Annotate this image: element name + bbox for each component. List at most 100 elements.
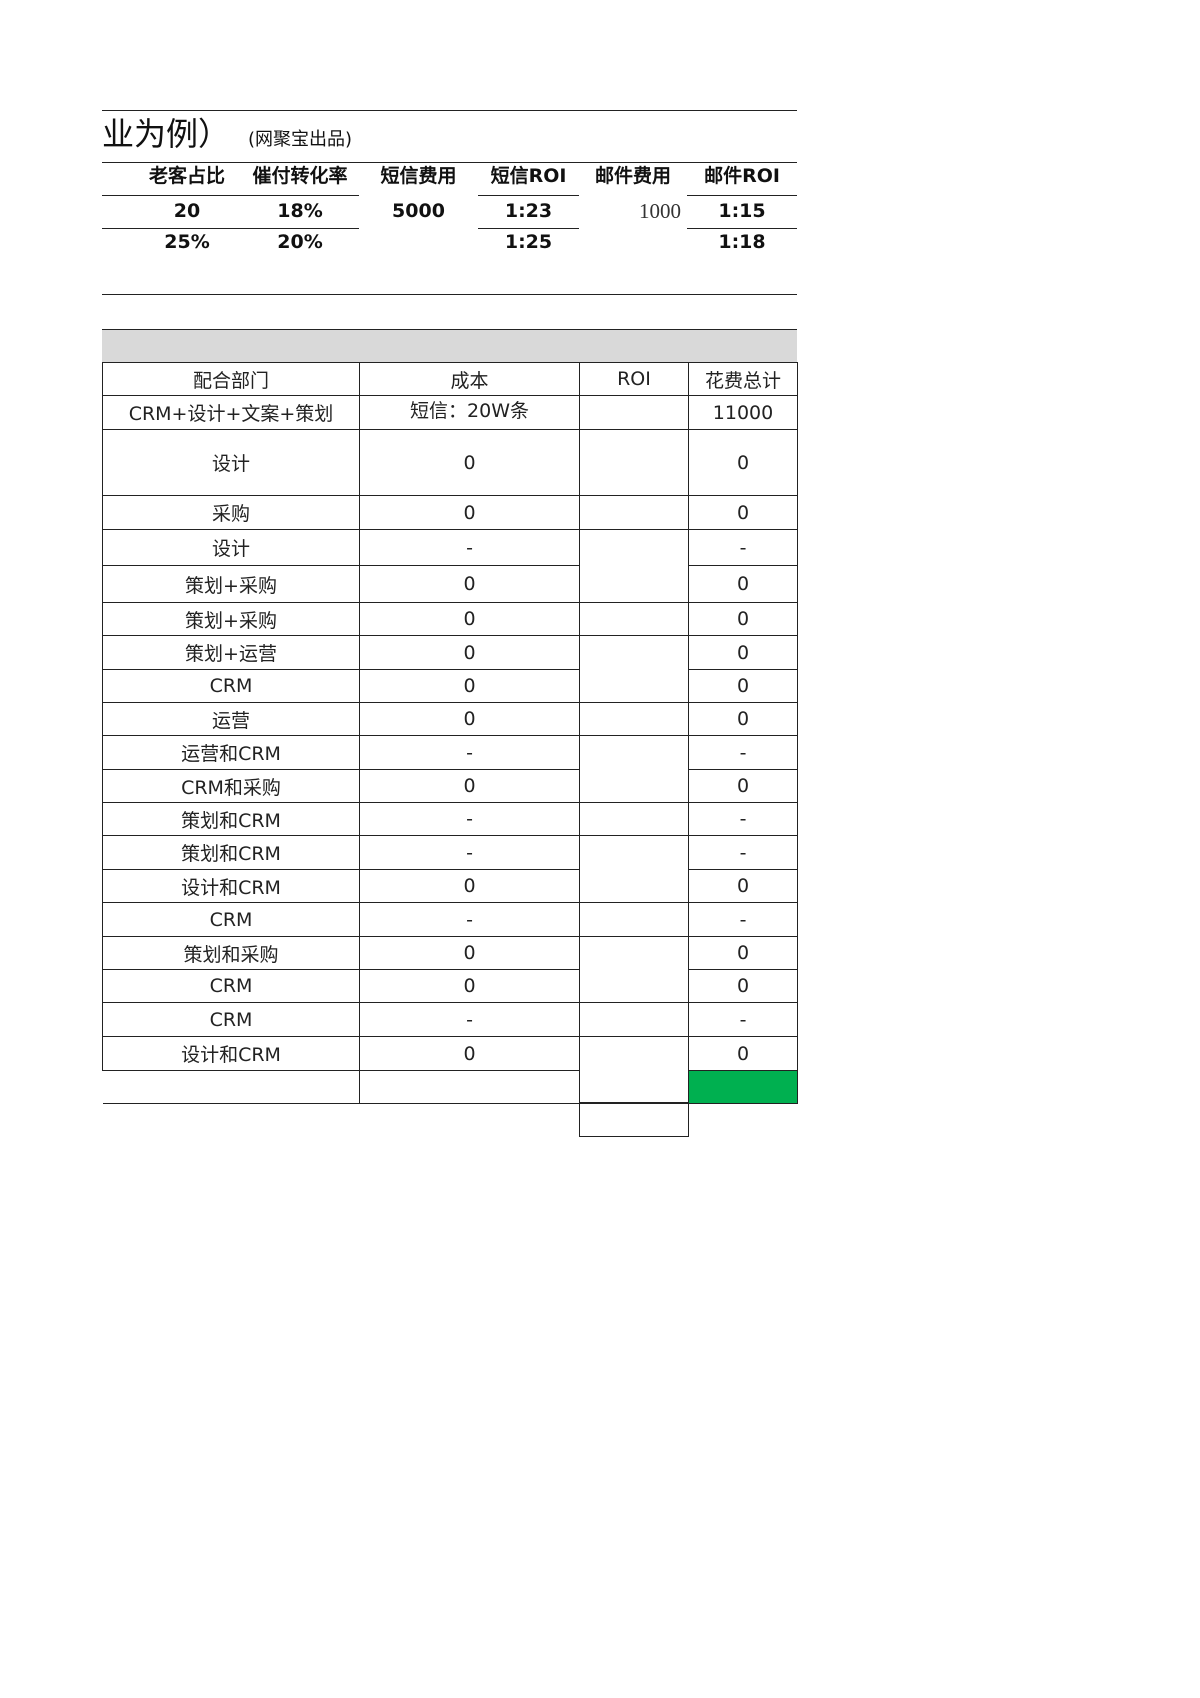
total-cell (688, 1070, 798, 1104)
roi-cell (579, 936, 689, 1003)
summary-row-rule (687, 228, 797, 229)
summary-cell: 18% (277, 200, 323, 222)
total-cell: 0 (688, 565, 798, 603)
cost-cell: 0 (359, 1036, 580, 1071)
dept-cell: 设计 (102, 529, 360, 566)
table-row: 策划+采购 0 0 (102, 602, 798, 636)
summary-cell: 20% (277, 231, 323, 253)
summary-header-cell: 短信费用 (380, 165, 457, 187)
cost-cell: 0 (359, 495, 580, 530)
summary-row-rule (478, 195, 579, 196)
cost-cell: 0 (359, 769, 580, 803)
page-subtitle: (网聚宝出品) (248, 129, 353, 150)
dept-cell: 策划+采购 (102, 602, 360, 636)
roi-cell (579, 902, 689, 937)
summary-header-cell: 老客占比 (148, 165, 225, 187)
roi-cell (579, 835, 689, 903)
cost-cell: - (359, 835, 580, 870)
cost-cell: - (359, 802, 580, 836)
dept-cell: 运营 (102, 702, 360, 736)
table-row: 策划和CRM - - (102, 802, 798, 836)
cost-cell: 0 (359, 936, 580, 970)
dept-cell: 策划和CRM (102, 802, 360, 836)
total-cell: 0 (688, 429, 798, 496)
table-row: CRM - - (102, 1002, 798, 1037)
cost-cell: 0 (359, 565, 580, 603)
summary-bottom-rule (102, 294, 797, 295)
top-rule (102, 110, 797, 111)
dept-cell: CRM和采购 (102, 769, 360, 803)
total-cell: 0 (688, 1036, 798, 1071)
table-row: 设计和CRM 0 0 (102, 869, 798, 903)
cost-cell: - (359, 1002, 580, 1037)
cost-cell: 短信：20W条 (359, 395, 580, 430)
dept-cell: 采购 (102, 495, 360, 530)
total-cell: 0 (688, 969, 798, 1003)
table-row: 设计 - - (102, 529, 798, 603)
summary-cell: 1000 (639, 199, 681, 223)
total-cell: 0 (688, 702, 798, 736)
summary-header-cell: 邮件费用 (594, 165, 671, 187)
dept-cell: CRM (102, 902, 360, 937)
total-cell: - (688, 835, 798, 870)
column-header: ROI (579, 362, 689, 396)
page-title: 业为例） (102, 115, 231, 153)
total-cell: 0 (688, 602, 798, 636)
summary-row-rule (102, 195, 359, 196)
table-row: CRM和采购 0 0 (102, 769, 798, 803)
dept-cell: 策划+采购 (102, 565, 360, 603)
total-cell: 0 (688, 495, 798, 530)
summary-row-rule (687, 195, 797, 196)
table-row: 策划+运营 0 0 (102, 635, 798, 703)
roi-cell (579, 1002, 689, 1037)
section-band (102, 329, 797, 363)
roi-cell (579, 602, 689, 636)
summary-cell: 1:18 (718, 231, 766, 253)
roi-cell (579, 635, 689, 703)
table-row: 设计 0 0 (102, 429, 798, 496)
summary-row-rule (102, 228, 359, 229)
cost-cell: - (359, 902, 580, 937)
cost-cell: 0 (359, 702, 580, 736)
total-cell: 0 (688, 869, 798, 903)
dept-cell: 策划和CRM (102, 835, 360, 870)
cost-cell: - (359, 529, 580, 566)
roi-cell (579, 429, 689, 496)
total-cell: - (688, 1002, 798, 1037)
dept-cell: 运营和CRM (102, 735, 360, 770)
table-row: 设计和CRM 0 0 (102, 1036, 798, 1104)
roi-extra-cell (579, 1102, 689, 1137)
summary-cell: 1:23 (504, 200, 553, 222)
cost-cell: 0 (359, 969, 580, 1003)
roi-cell (579, 802, 689, 836)
dept-cell: 策划+运营 (102, 635, 360, 670)
total-cell: 0 (688, 769, 798, 803)
cost-cell: 0 (359, 635, 580, 670)
summary-row-rule (478, 228, 579, 229)
roi-cell (579, 735, 689, 803)
table-row: CRM 0 0 (102, 969, 798, 1003)
column-header: 成本 (359, 362, 580, 396)
table-row: 运营和CRM - - (102, 735, 798, 803)
total-cell: - (688, 802, 798, 836)
cost-cell: 0 (359, 429, 580, 496)
table-row: CRM 0 0 (102, 669, 798, 703)
header-rule (102, 162, 797, 163)
roi-cell (579, 529, 689, 603)
dept-cell: 策划和采购 (102, 936, 360, 970)
dept-cell: CRM (102, 669, 360, 703)
cost-cell: 0 (359, 869, 580, 903)
column-header: 配合部门 (102, 362, 360, 396)
table-row: 策划和CRM - - (102, 835, 798, 903)
table-row: CRM - - (102, 902, 798, 937)
roi-cell (579, 495, 689, 530)
summary-cell: 20 (173, 200, 201, 222)
summary-cell: 5000 (392, 200, 445, 222)
cost-cell: 0 (359, 669, 580, 703)
roi-cell (579, 395, 689, 430)
department-cost-table: 配合部门 成本 ROI 花费总计 CRM+设计+文案+策划 短信：20W条 11000 设计 0… (102, 362, 798, 1104)
table-row (102, 1070, 798, 1104)
total-cell: 0 (688, 669, 798, 703)
table-row: 采购 0 0 (102, 495, 798, 530)
total-cell: 0 (688, 936, 798, 970)
